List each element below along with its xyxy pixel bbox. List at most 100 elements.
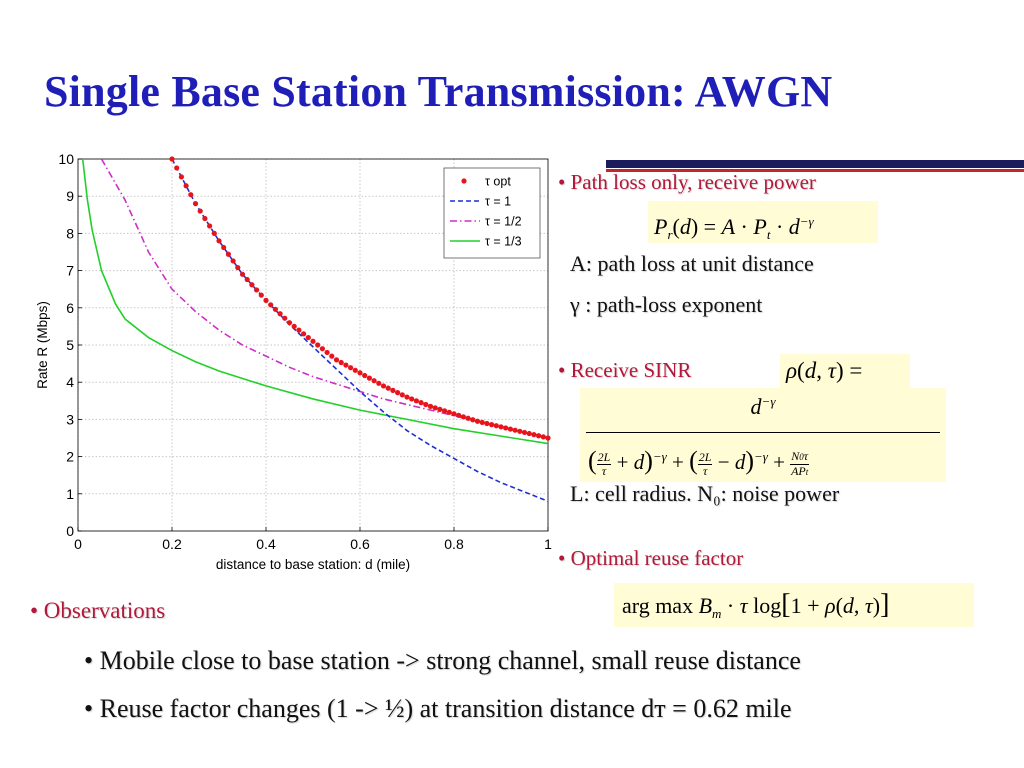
tau-opt-point <box>479 419 485 425</box>
series-tau-opt-points <box>169 156 551 441</box>
decorative-bar <box>606 160 1024 168</box>
tau-opt-point <box>427 403 434 409</box>
formula-reuse: arg max Bm · τ log[1 + ρ(d, τ)] <box>614 583 974 627</box>
y-tick-label: 3 <box>66 411 74 427</box>
tau-opt-point <box>357 370 363 376</box>
tau-opt-point <box>489 422 495 428</box>
y-tick-label: 2 <box>66 449 74 465</box>
tau-opt-point <box>423 401 429 408</box>
tau-opt-point <box>282 315 288 321</box>
y-tick-label: 4 <box>66 374 74 390</box>
bullet-reuse: • Optimal reuse factor <box>558 546 744 570</box>
tau-opt-point <box>413 398 419 404</box>
y-tick-label: 6 <box>66 300 74 316</box>
tau-opt-point <box>258 292 264 298</box>
tau-opt-point <box>244 276 250 283</box>
formula-sinr-lhs: ρ(d, τ) = <box>780 354 910 388</box>
tau-opt-point <box>286 320 293 326</box>
x-tick-label: 1 <box>544 536 552 552</box>
tau-opt-point <box>432 405 438 411</box>
tau-opt-point <box>272 306 278 312</box>
tau-opt-point <box>437 406 443 412</box>
legend-label: τ = 1 <box>485 195 511 209</box>
slide-title: Single Base Station Transmission: AWGN <box>44 67 833 116</box>
tau-opt-point <box>230 258 236 264</box>
tau-opt-point <box>503 425 509 431</box>
tau-opt-point <box>216 238 222 244</box>
series-lines <box>81 156 551 502</box>
legend-label: τ opt <box>485 175 511 189</box>
tau-opt-point <box>169 156 175 162</box>
tau-opt-point <box>507 426 513 432</box>
y-tick-label: 5 <box>66 337 74 353</box>
tau-opt-point <box>512 427 518 433</box>
tau-opt-point <box>225 251 231 257</box>
tau-opt-point <box>343 362 349 368</box>
tau-opt-point <box>395 390 401 396</box>
x-axis-label: distance to base station: d (mile) <box>216 557 410 572</box>
y-tick-label: 10 <box>58 151 74 167</box>
y-tick-label: 1 <box>66 486 74 502</box>
legend-label: τ = 1/3 <box>485 235 522 249</box>
x-tick-label: 0.4 <box>256 536 276 552</box>
tau-opt-point <box>174 165 180 171</box>
tau-opt-point <box>348 365 354 371</box>
tau-opt-point <box>291 323 297 329</box>
text-path-loss-unit: A: path loss at unit distance <box>570 251 814 276</box>
text-observation-2: • Reuse factor changes (1 -> ½) at trans… <box>84 694 792 723</box>
tau-opt-point <box>446 409 452 415</box>
tau-opt-point <box>310 338 316 344</box>
tau-opt-point <box>207 223 213 229</box>
tau-opt-point <box>239 271 246 277</box>
y-tick-label: 7 <box>66 263 74 279</box>
tau-opt-point <box>380 383 387 389</box>
tau-opt-point <box>197 208 203 214</box>
legend-label: τ = 1/2 <box>485 215 522 229</box>
tau-opt-point <box>531 432 537 438</box>
x-tick-label: 0.8 <box>444 536 464 552</box>
tau-opt-point <box>474 418 481 424</box>
tau-opt-point <box>451 411 457 417</box>
tau-opt-point <box>324 349 330 356</box>
tau-opt-point <box>493 423 499 429</box>
bullet-observations: • Observations <box>30 598 166 623</box>
tau-opt-point <box>442 408 448 414</box>
tau-opt-point <box>352 367 358 373</box>
text-observation-1: • Mobile close to base station -> strong… <box>84 646 801 675</box>
tau-opt-point <box>178 174 184 180</box>
tau-opt-point <box>211 230 217 236</box>
tau-opt-point <box>305 334 311 341</box>
series-line--1 <box>171 158 549 502</box>
series-line--1-3 <box>81 158 549 445</box>
tau-opt-point <box>470 417 476 423</box>
tau-opt-point <box>221 244 227 251</box>
tau-opt-point <box>517 428 523 434</box>
tau-opt-point <box>235 265 241 271</box>
tau-opt-point <box>338 359 344 366</box>
tau-opt-point <box>484 420 490 427</box>
tau-opt-point <box>465 415 471 421</box>
tau-opt-point <box>418 400 424 406</box>
tau-opt-point <box>540 434 546 440</box>
tau-opt-point <box>385 385 391 391</box>
text-gamma: γ : path-loss exponent <box>570 292 763 317</box>
tau-opt-point <box>277 311 283 317</box>
y-tick-label: 9 <box>66 188 74 204</box>
tau-opt-point <box>521 429 528 436</box>
x-tick-label: 0.6 <box>350 536 370 552</box>
tau-opt-point <box>268 302 274 308</box>
y-tick-label: 0 <box>66 523 74 539</box>
tau-opt-point <box>188 192 194 198</box>
y-axis-label: Rate R (Mbps) <box>35 301 50 389</box>
tau-opt-point <box>254 287 260 293</box>
tau-opt-point <box>183 183 189 189</box>
formula-sinr-fraction: d−γ (2L τ + d)−γ + (2L τ − d)−γ + N0τ APt <box>580 388 946 482</box>
tau-opt-point <box>333 357 340 363</box>
tau-opt-point <box>371 378 377 384</box>
tau-opt-point <box>249 282 255 288</box>
tau-opt-point <box>329 353 335 359</box>
tau-opt-point <box>399 392 405 398</box>
tau-opt-point <box>409 396 415 402</box>
bullet-path-loss: • Path loss only, receive power <box>558 170 816 194</box>
